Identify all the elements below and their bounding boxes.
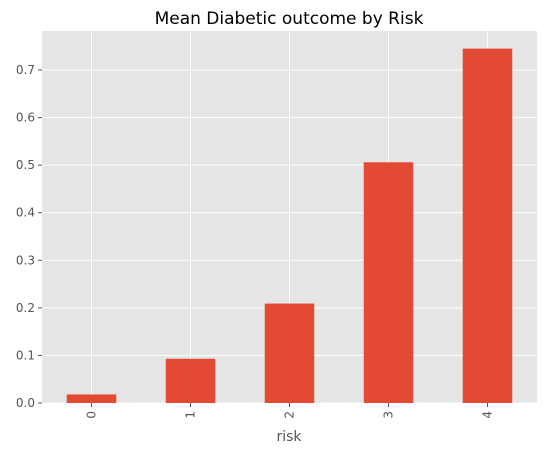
bars [66, 48, 513, 404]
bar-risk-3 [363, 162, 414, 403]
bar-risk-0 [66, 394, 117, 403]
bar-risk-2 [264, 303, 315, 403]
chart-title: Mean Diabetic outcome by Risk [155, 9, 424, 29]
x-tick-label: 2 [283, 411, 297, 419]
bar-risk-1 [165, 358, 216, 403]
y-tick-label: 0.1 [16, 348, 35, 362]
y-tick-label: 0.0 [16, 396, 35, 410]
y-tick-label: 0.6 [16, 111, 35, 125]
y-tick-label: 0.2 [16, 301, 35, 315]
y-tick-label: 0.3 [16, 253, 35, 267]
y-tick-label: 0.5 [16, 158, 35, 172]
x-axis-ticks: 0 1 2 3 4 [85, 403, 495, 419]
x-tick-label: 1 [184, 411, 198, 419]
bar-risk-4 [462, 48, 513, 404]
y-tick-label: 0.7 [16, 63, 35, 77]
x-axis-label: risk [276, 429, 302, 445]
x-tick-label: 3 [382, 411, 396, 419]
x-tick-label: 0 [85, 411, 99, 419]
y-axis-ticks: 0.0 0.1 0.2 0.3 0.4 0.5 0.6 0.7 [16, 63, 42, 410]
y-tick-label: 0.4 [16, 206, 35, 220]
x-tick-label: 4 [481, 411, 495, 419]
